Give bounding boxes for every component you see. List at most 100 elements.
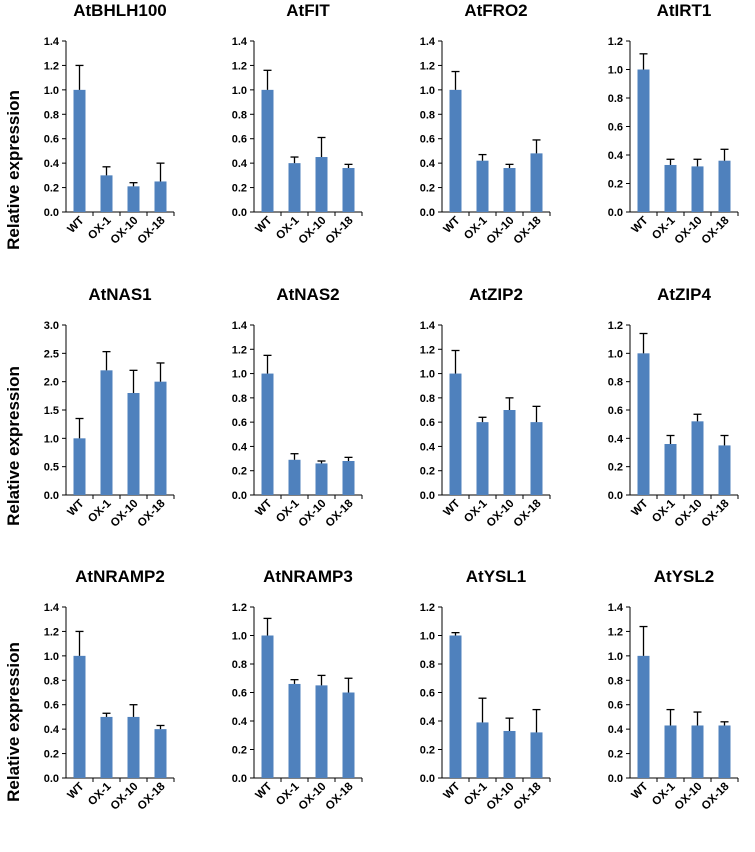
x-tick-label: WT — [629, 215, 650, 236]
bar — [100, 716, 113, 778]
chart-title: AtFRO2 — [464, 1, 527, 20]
y-tick-label: 0.8 — [420, 393, 435, 405]
y-tick-label: 1.0 — [608, 651, 623, 663]
bar — [315, 157, 328, 212]
x-tick-label: WT — [253, 215, 274, 236]
x-tick-label: OX-18 — [324, 214, 356, 246]
y-tick-label: 1.2 — [608, 320, 623, 332]
bar — [261, 373, 274, 495]
y-tick-label: 0.8 — [232, 659, 247, 671]
bar — [718, 445, 731, 495]
chart-title: AtYSL1 — [466, 567, 526, 586]
x-tick-label: OX-10 — [297, 781, 329, 813]
x-tick-label: OX-10 — [485, 498, 517, 530]
bar — [154, 181, 167, 212]
y-tick-label: 0.6 — [44, 134, 59, 146]
x-tick-label: WT — [629, 498, 650, 519]
bar — [315, 463, 328, 495]
bar — [718, 160, 731, 212]
bar — [127, 393, 140, 495]
y-tick-label: 0.8 — [420, 659, 435, 671]
y-tick-label: 0.0 — [420, 490, 435, 502]
bar — [664, 164, 677, 212]
x-tick-label: WT — [253, 781, 274, 802]
y-tick-label: 1.0 — [420, 85, 435, 97]
bar — [637, 655, 650, 778]
x-tick-label: OX-10 — [485, 215, 517, 247]
y-tick-label: 0.0 — [44, 490, 59, 502]
x-tick-label: WT — [441, 215, 462, 236]
y-tick-label: 0.6 — [232, 417, 247, 429]
bar — [664, 725, 677, 778]
x-tick-label: OX-10 — [673, 781, 705, 813]
bar — [691, 166, 704, 212]
y-tick-label: 0.0 — [232, 490, 247, 502]
y-tick-label: 0.4 — [232, 158, 248, 170]
x-tick-label: OX-10 — [297, 215, 329, 247]
chart-title: AtZIP2 — [469, 285, 523, 304]
y-tick-label: 1.0 — [608, 348, 623, 360]
y-tick-label: 1.0 — [420, 631, 435, 643]
y-tick-label: 1.4 — [420, 36, 436, 48]
y-tick-label: 0.4 — [608, 724, 624, 736]
y-tick-label: 1.4 — [232, 36, 248, 48]
y-tick-label: 0.6 — [232, 134, 247, 146]
y-tick-label: 0.6 — [420, 134, 435, 146]
y-tick-label: 0.6 — [608, 700, 623, 712]
x-tick-label: OX-10 — [297, 498, 329, 530]
y-tick-label: 0.8 — [608, 675, 623, 687]
bar — [503, 168, 516, 212]
y-tick-label: 1.2 — [420, 602, 435, 614]
y-tick-label: 1.0 — [44, 85, 59, 97]
bar — [127, 186, 140, 212]
y-tick-label: 0.6 — [420, 417, 435, 429]
y-tick-label: 1.2 — [232, 60, 247, 72]
chart-title: AtIRT1 — [657, 1, 712, 20]
bar — [315, 685, 328, 778]
y-tick-label: 0.2 — [608, 462, 623, 474]
x-tick-label: WT — [253, 498, 274, 519]
y-tick-label: 0.0 — [232, 773, 247, 785]
y-tick-label: 0.6 — [608, 122, 623, 134]
y-tick-label: 0.0 — [608, 207, 623, 219]
y-tick-label: 0.0 — [608, 773, 623, 785]
y-tick-label: 0.4 — [420, 158, 436, 170]
bar — [637, 353, 650, 495]
y-tick-label: 0.4 — [232, 441, 248, 453]
bar — [691, 421, 704, 495]
x-tick-label: OX-10 — [673, 215, 705, 247]
y-tick-label: 0.2 — [608, 179, 623, 191]
bar — [637, 69, 650, 212]
x-tick-label: OX-10 — [109, 781, 141, 813]
y-tick-label: 1.2 — [420, 344, 435, 356]
bar — [503, 410, 516, 495]
y-tick-label: 0.2 — [232, 183, 247, 195]
x-tick-label: WT — [65, 498, 86, 519]
bar — [530, 153, 543, 212]
y-tick-label: 0.0 — [44, 773, 59, 785]
y-tick-label: 1.0 — [232, 369, 247, 381]
y-tick-label: 0.2 — [232, 466, 247, 478]
y-tick-label: 1.0 — [232, 631, 247, 643]
y-tick-label: 0.2 — [608, 749, 623, 761]
bar — [73, 655, 86, 778]
y-tick-label: 0.8 — [608, 93, 623, 105]
bar — [288, 163, 301, 212]
bar — [73, 89, 86, 212]
x-tick-label: OX-18 — [136, 497, 168, 529]
bar — [288, 459, 301, 495]
y-tick-label: 1.5 — [44, 405, 59, 417]
bar — [718, 725, 731, 778]
y-tick-label: 0.8 — [44, 109, 59, 121]
x-tick-label: OX-10 — [485, 781, 517, 813]
x-tick-label: OX-18 — [324, 780, 356, 812]
bar — [691, 725, 704, 778]
y-tick-label: 0.8 — [232, 393, 247, 405]
y-tick-label: 2.5 — [44, 348, 59, 360]
x-tick-label: OX-18 — [512, 780, 544, 812]
y-tick-label: 1.4 — [608, 602, 624, 614]
y-tick-label: 1.0 — [44, 433, 59, 445]
bar — [476, 722, 489, 778]
y-tick-label: 1.4 — [44, 36, 60, 48]
y-tick-label: 0.4 — [608, 150, 624, 162]
